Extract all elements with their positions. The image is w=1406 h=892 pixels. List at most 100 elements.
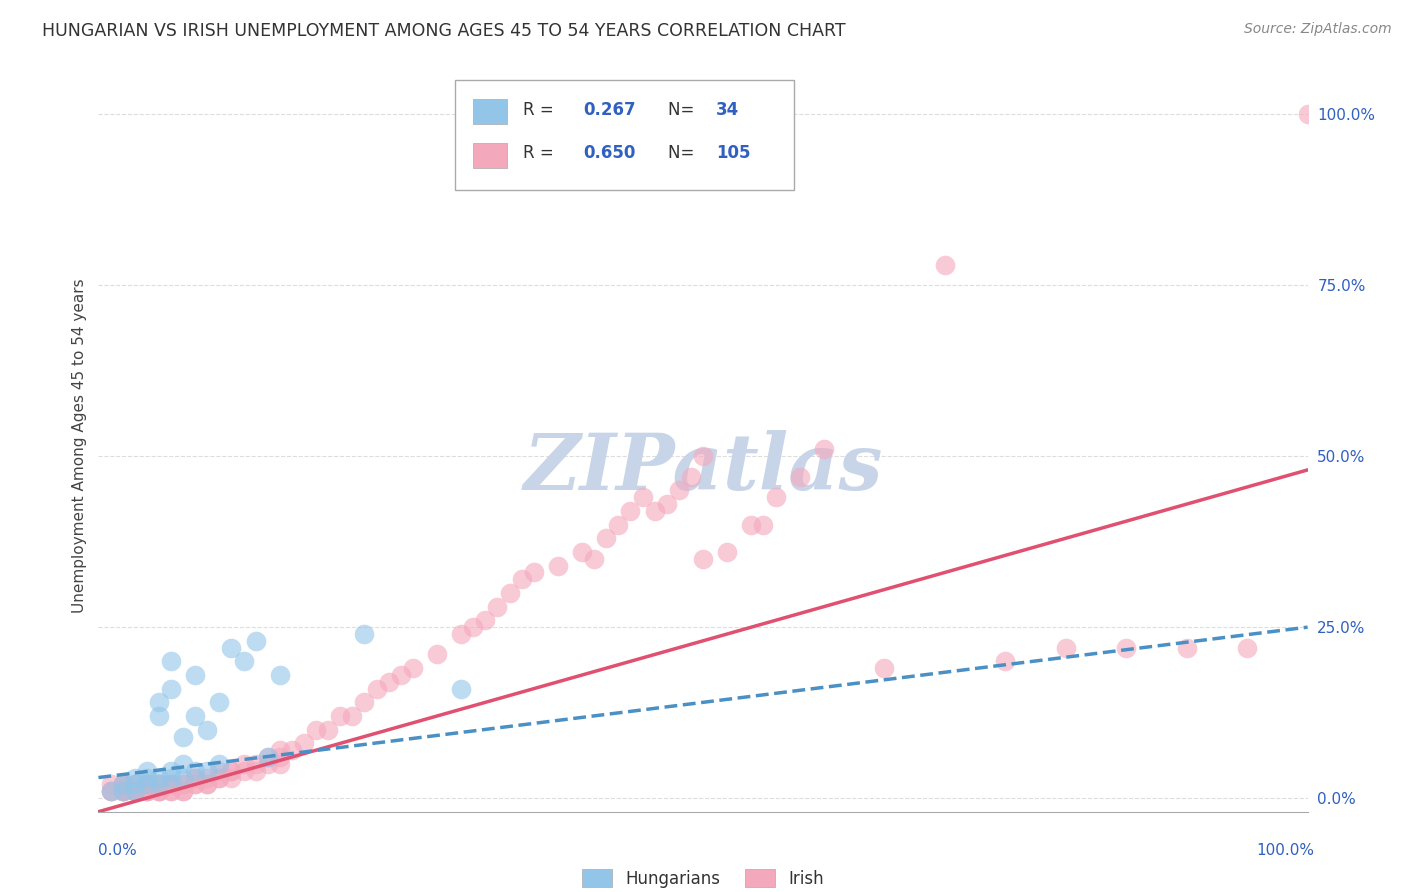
Point (752, 517, 775, 532)
Point (111, 784, 134, 798)
FancyBboxPatch shape (474, 99, 508, 124)
Point (124, 777, 146, 791)
Point (221, 764, 243, 778)
Point (148, 784, 170, 798)
Point (195, 771, 218, 785)
Point (184, 771, 207, 785)
Point (256, 756, 278, 771)
Point (245, 764, 267, 778)
Point (463, 620, 485, 634)
Text: 100.0%: 100.0% (1257, 843, 1315, 858)
Point (450, 627, 472, 641)
Point (232, 756, 254, 771)
Y-axis label: Unemployment Among Ages 45 to 54 years: Unemployment Among Ages 45 to 54 years (72, 278, 87, 614)
Point (135, 784, 157, 798)
Text: N=: N= (668, 145, 700, 162)
Text: R =: R = (523, 145, 558, 162)
Point (245, 756, 267, 771)
Point (184, 771, 207, 785)
Point (124, 784, 146, 798)
Point (571, 545, 593, 559)
Point (402, 661, 425, 675)
Point (172, 784, 194, 798)
Point (160, 777, 183, 791)
Point (160, 784, 183, 798)
Point (124, 771, 146, 785)
Text: R =: R = (523, 101, 558, 119)
Point (619, 504, 641, 518)
Point (329, 709, 352, 723)
Text: 105: 105 (716, 145, 751, 162)
Text: ZIPatlas: ZIPatlas (523, 430, 883, 506)
Point (208, 764, 231, 778)
Point (160, 654, 183, 668)
Point (692, 449, 714, 463)
Point (111, 777, 134, 791)
Text: HUNGARIAN VS IRISH UNEMPLOYMENT AMONG AGES 45 TO 54 YEARS CORRELATION CHART: HUNGARIAN VS IRISH UNEMPLOYMENT AMONG AG… (42, 22, 846, 40)
Point (305, 723, 328, 737)
Point (195, 723, 218, 737)
Point (160, 764, 183, 778)
Point (172, 784, 194, 798)
Point (692, 551, 714, 566)
Point (184, 777, 207, 791)
Point (135, 777, 157, 791)
Point (124, 777, 146, 791)
Point (245, 633, 267, 648)
Text: 0.650: 0.650 (583, 145, 636, 162)
Text: N=: N= (668, 101, 700, 119)
Point (160, 784, 183, 798)
Point (426, 648, 449, 662)
Point (148, 777, 170, 791)
Point (813, 442, 835, 457)
Text: Source: ZipAtlas.com: Source: ZipAtlas.com (1244, 22, 1392, 37)
Point (716, 545, 738, 559)
Point (135, 777, 157, 791)
Point (583, 551, 606, 566)
Text: 34: 34 (716, 101, 740, 119)
Point (644, 504, 666, 518)
Text: 0.267: 0.267 (583, 101, 636, 119)
Point (135, 784, 157, 798)
Point (740, 517, 762, 532)
Point (135, 777, 157, 791)
Point (595, 531, 617, 545)
Point (789, 469, 811, 483)
Point (256, 750, 278, 764)
Point (232, 654, 254, 668)
Point (100, 777, 122, 791)
Point (389, 668, 412, 682)
Text: 0.0%: 0.0% (98, 843, 138, 858)
Point (100, 784, 122, 798)
Point (195, 777, 218, 791)
Point (160, 777, 183, 791)
Point (148, 709, 170, 723)
Point (994, 654, 1017, 668)
Point (172, 771, 194, 785)
Point (111, 784, 134, 798)
Point (172, 730, 194, 744)
Point (1296, 107, 1319, 121)
Point (523, 566, 546, 580)
Point (111, 784, 134, 798)
Point (195, 764, 218, 778)
Point (1236, 640, 1258, 655)
Point (510, 572, 533, 586)
Point (208, 771, 231, 785)
Point (195, 777, 218, 791)
Point (269, 756, 291, 771)
Point (679, 469, 702, 483)
Point (124, 784, 146, 798)
Point (124, 784, 146, 798)
Point (208, 756, 231, 771)
Point (655, 497, 678, 511)
Point (281, 743, 304, 757)
Point (124, 784, 146, 798)
Point (135, 764, 157, 778)
Point (631, 490, 654, 504)
Point (148, 777, 170, 791)
Point (1175, 640, 1198, 655)
Point (934, 258, 956, 272)
Point (208, 695, 231, 709)
Point (221, 771, 243, 785)
